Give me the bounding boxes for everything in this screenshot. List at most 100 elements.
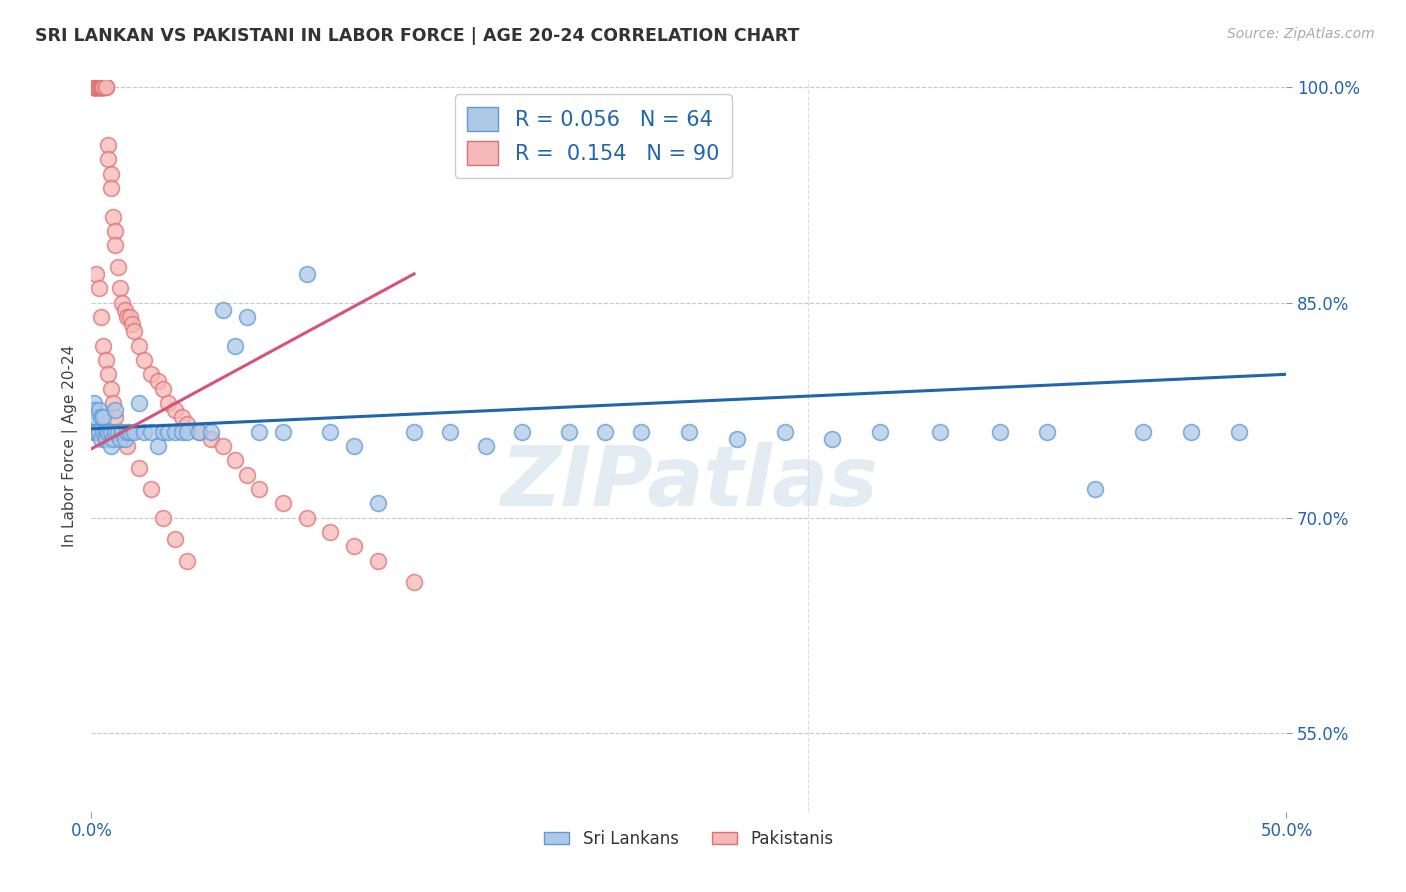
Point <box>141 368 162 382</box>
Point <box>100 425 122 439</box>
Point <box>869 425 891 439</box>
Point <box>111 425 134 439</box>
Point <box>404 425 426 439</box>
Point <box>97 137 120 152</box>
Point <box>104 224 127 238</box>
Point <box>988 425 1011 439</box>
Point <box>84 425 107 439</box>
Point <box>84 80 107 95</box>
Point <box>93 80 114 95</box>
Point <box>115 425 138 439</box>
Point <box>83 80 105 95</box>
Point <box>176 425 198 439</box>
Point <box>83 403 105 417</box>
Point <box>107 260 129 274</box>
Point <box>1180 425 1202 439</box>
Point <box>83 80 105 95</box>
Point <box>124 324 146 338</box>
Point <box>84 425 107 439</box>
Point <box>93 80 114 95</box>
Point <box>343 439 366 453</box>
Point <box>630 425 652 439</box>
Point <box>90 425 112 439</box>
Text: SRI LANKAN VS PAKISTANI IN LABOR FORCE | AGE 20-24 CORRELATION CHART: SRI LANKAN VS PAKISTANI IN LABOR FORCE |… <box>35 27 800 45</box>
Point <box>187 425 211 439</box>
Point <box>87 80 110 95</box>
Text: Source: ZipAtlas.com: Source: ZipAtlas.com <box>1227 27 1375 41</box>
Point <box>474 439 498 453</box>
Point <box>101 396 124 410</box>
Point <box>87 80 110 95</box>
Point <box>235 310 259 324</box>
Point <box>83 80 105 95</box>
Point <box>295 267 318 281</box>
Point <box>176 417 198 432</box>
Point <box>124 425 146 439</box>
Point <box>200 425 222 439</box>
Point <box>87 425 110 439</box>
Point <box>343 540 366 554</box>
Point <box>1132 425 1154 439</box>
Point <box>235 467 259 482</box>
Point <box>87 80 110 95</box>
Point <box>678 425 700 439</box>
Point <box>90 80 112 95</box>
Point <box>404 575 426 590</box>
Point <box>1036 425 1059 439</box>
Point <box>141 425 162 439</box>
Point <box>510 425 533 439</box>
Point <box>93 410 114 425</box>
Point <box>93 338 114 352</box>
Point <box>93 425 114 439</box>
Point <box>104 410 127 425</box>
Point <box>93 80 114 95</box>
Point <box>87 80 110 95</box>
Point <box>108 425 131 439</box>
Point <box>928 425 950 439</box>
Point <box>84 80 107 95</box>
Y-axis label: In Labor Force | Age 20-24: In Labor Force | Age 20-24 <box>62 345 77 547</box>
Point <box>118 425 141 439</box>
Point <box>97 425 120 439</box>
Point <box>128 338 150 352</box>
Point <box>156 396 179 410</box>
Point <box>121 317 143 331</box>
Point <box>367 554 389 568</box>
Point <box>84 410 107 425</box>
Point <box>104 238 127 252</box>
Point <box>101 432 124 446</box>
Point <box>93 80 114 95</box>
Point <box>84 80 107 95</box>
Point <box>84 80 107 95</box>
Point <box>132 425 155 439</box>
Point <box>87 80 110 95</box>
Point <box>84 425 107 439</box>
Point <box>90 310 112 324</box>
Point <box>100 167 122 181</box>
Point <box>115 310 138 324</box>
Point <box>319 524 342 539</box>
Point <box>172 410 194 425</box>
Point <box>93 425 114 439</box>
Point <box>90 80 112 95</box>
Point <box>83 425 105 439</box>
Point <box>111 295 134 310</box>
Point <box>83 80 105 95</box>
Point <box>108 432 131 446</box>
Point <box>211 302 233 317</box>
Point <box>87 80 110 95</box>
Point <box>163 533 186 547</box>
Point <box>224 338 246 352</box>
Point <box>107 425 129 439</box>
Point <box>593 425 616 439</box>
Point <box>148 375 170 389</box>
Point <box>319 425 342 439</box>
Point <box>101 210 124 224</box>
Point <box>97 152 120 166</box>
Point <box>114 432 136 446</box>
Point <box>83 80 105 95</box>
Text: ZIPatlas: ZIPatlas <box>501 442 877 523</box>
Point <box>94 80 117 95</box>
Point <box>163 403 186 417</box>
Point <box>128 460 150 475</box>
